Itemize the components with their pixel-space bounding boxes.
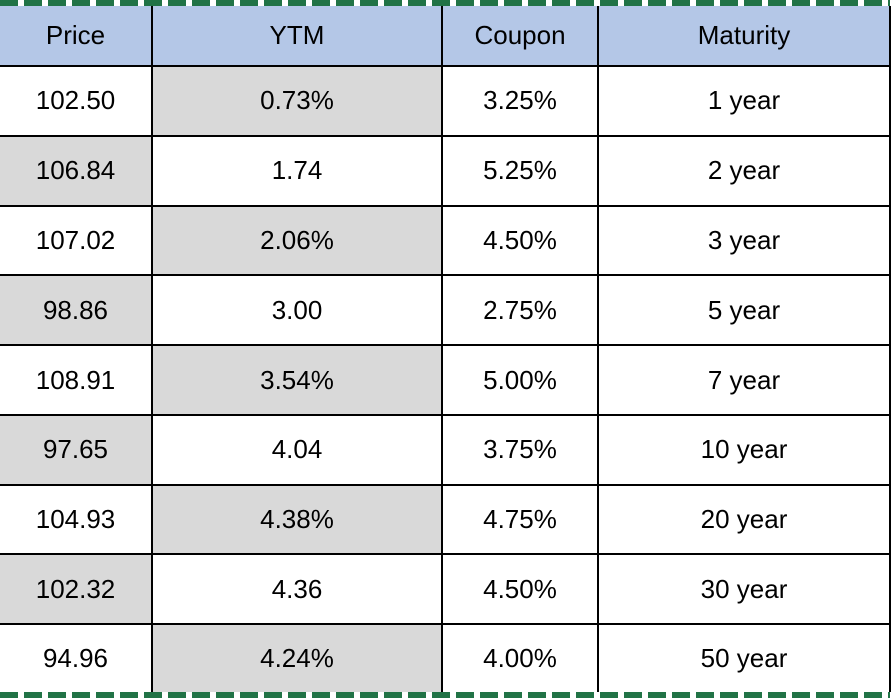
table-cell[interactable]: 5.00% — [441, 344, 599, 416]
table-cell[interactable]: 4.50% — [441, 553, 599, 626]
table-row: 98.86 3.00 2.75% 5 year — [0, 274, 891, 347]
table-cell[interactable]: 1.74 — [151, 134, 443, 207]
table-cell[interactable]: 50 year — [597, 623, 891, 692]
header-cell-ytm[interactable]: YTM — [151, 6, 443, 67]
table-cell[interactable]: 4.50% — [441, 204, 599, 277]
table-body: 102.50 0.73% 3.25% 1 year 106.84 1.74 5.25% 2 y… — [0, 65, 891, 692]
copy-marquee-bottom-border — [0, 692, 890, 698]
table-cell[interactable]: 4.00% — [441, 623, 599, 692]
table-cell[interactable]: 4.04 — [151, 413, 443, 486]
table-cell[interactable]: 4.75% — [441, 483, 599, 556]
table-cell[interactable]: 3.54% — [151, 344, 443, 416]
table-cell[interactable]: 4.36 — [151, 553, 443, 626]
table-cell[interactable]: 4.24% — [151, 623, 443, 692]
header-cell-price[interactable]: Price — [0, 6, 153, 67]
table-cell[interactable]: 3 year — [597, 204, 891, 277]
table-row: 94.96 4.24% 4.00% 50 year — [0, 623, 891, 692]
table-cell[interactable]: 1 year — [597, 65, 891, 137]
table-cell[interactable]: 3.00 — [151, 274, 443, 347]
table-row: 97.65 4.04 3.75% 10 year — [0, 413, 891, 486]
table-row: 104.93 4.38% 4.75% 20 year — [0, 483, 891, 556]
table-cell[interactable]: 94.96 — [0, 623, 153, 692]
table-row: 102.32 4.36 4.50% 30 year — [0, 553, 891, 626]
table-cell[interactable]: 2.06% — [151, 204, 443, 277]
header-cell-coupon[interactable]: Coupon — [441, 6, 599, 67]
table-cell[interactable]: 2.75% — [441, 274, 599, 347]
table-row: 107.02 2.06% 4.50% 3 year — [0, 204, 891, 277]
table-cell[interactable]: 30 year — [597, 553, 891, 626]
table-cell[interactable]: 3.25% — [441, 65, 599, 137]
table-cell[interactable]: 3.75% — [441, 413, 599, 486]
table-cell[interactable]: 4.38% — [151, 483, 443, 556]
table-cell[interactable]: 5 year — [597, 274, 891, 347]
table-cell[interactable]: 10 year — [597, 413, 891, 486]
table-cell[interactable]: 5.25% — [441, 134, 599, 207]
bond-table: Price YTM Coupon Maturity 102.50 0.73% 3.25% 1… — [0, 6, 891, 692]
table-header: Price YTM Coupon Maturity — [0, 6, 891, 67]
table-cell[interactable]: 102.50 — [0, 65, 153, 137]
table-cell[interactable]: 107.02 — [0, 204, 153, 277]
table-cell[interactable]: 7 year — [597, 344, 891, 416]
table-cell[interactable]: 104.93 — [0, 483, 153, 556]
table-cell[interactable]: 102.32 — [0, 553, 153, 626]
table-row: 102.50 0.73% 3.25% 1 year — [0, 65, 891, 137]
table-cell[interactable]: 2 year — [597, 134, 891, 207]
table-cell[interactable]: 108.91 — [0, 344, 153, 416]
table-cell[interactable]: 98.86 — [0, 274, 153, 347]
table-cell[interactable]: 97.65 — [0, 413, 153, 486]
table-cell[interactable]: 20 year — [597, 483, 891, 556]
header-row: Price YTM Coupon Maturity — [0, 6, 891, 67]
table-cell[interactable]: 106.84 — [0, 134, 153, 207]
header-cell-maturity[interactable]: Maturity — [597, 6, 891, 67]
copy-marquee-top-border — [0, 0, 890, 6]
table-row: 106.84 1.74 5.25% 2 year — [0, 134, 891, 207]
table-cell[interactable]: 0.73% — [151, 65, 443, 137]
table-row: 108.91 3.54% 5.00% 7 year — [0, 344, 891, 416]
